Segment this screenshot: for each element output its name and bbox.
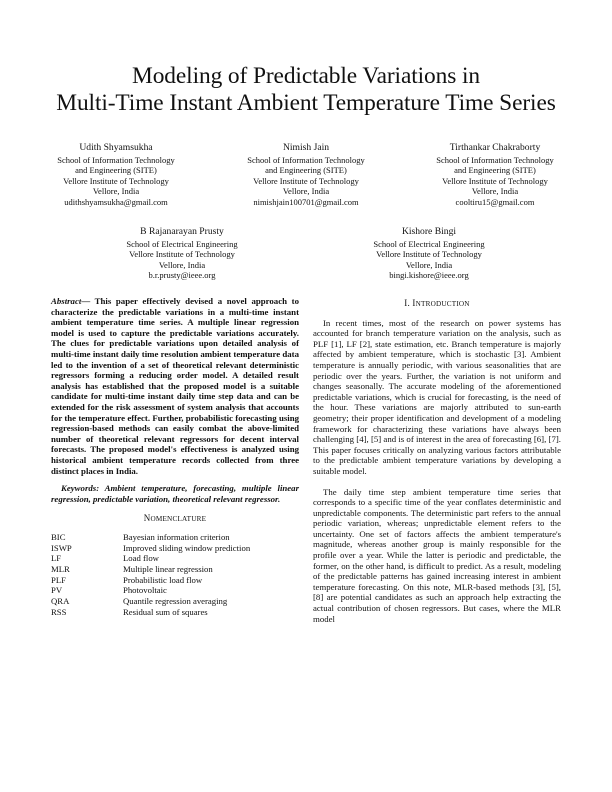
author-affiliation: Vellore, India [471, 186, 519, 197]
nomenclature-desc: Improved sliding window prediction [123, 542, 251, 553]
nomenclature-row: RSS Residual sum of squares [51, 607, 299, 618]
author-name: B Rajanarayan Prusty [140, 226, 224, 237]
author-name: Nimish Jain [282, 142, 330, 153]
author-affiliation: Vellore Institute of Technology [129, 249, 235, 260]
author-affiliation: School of Electrical Engineering [373, 238, 485, 249]
abstract-label: Abstract [51, 296, 82, 306]
nomenclature-desc: Multiple linear regression [123, 563, 213, 574]
keywords-label: Keywords: [61, 483, 100, 494]
nomenclature-desc: Photovoltaic [123, 585, 167, 596]
author-affiliation: Vellore, India [158, 259, 206, 270]
author-email: b.r.prusty@ieee.org [148, 270, 216, 281]
author-affiliation: and Engineering (SITE) [75, 165, 157, 176]
nomenclature-abbr: PLF [51, 574, 66, 585]
nomenclature-abbr: QRA [51, 596, 70, 607]
author-affiliation: School of Electrical Engineering [126, 238, 238, 249]
author-block-1: Udith Shyamsukha School of Information T… [41, 142, 191, 207]
nomenclature-row: MLR Multiple linear regression [51, 564, 299, 575]
nomenclature-desc: Quantile regression averaging [123, 596, 228, 607]
introduction-heading: I. INTRODUCTION [404, 298, 470, 308]
author-email: udithshyamsukha@gmail.com [64, 196, 168, 207]
nomenclature-table: BIC Bayesian information criterion ISWP Imp… [51, 532, 299, 618]
nomenclature-heading: NOMENCLATURE [143, 513, 207, 524]
nomenclature-abbr: BIC [51, 531, 66, 542]
nomenclature-abbr: ISWP [51, 542, 72, 553]
nomenclature-row: BIC Bayesian information criterion [51, 532, 299, 543]
nomenclature-abbr: RSS [51, 606, 67, 617]
nomenclature-abbr: MLR [51, 563, 70, 574]
abstract: Abstract— This paper effectively devised… [51, 296, 299, 476]
author-affiliation: Vellore Institute of Technology [253, 175, 359, 186]
author-affiliation: School of Information Technology [247, 154, 365, 165]
author-email: cooltiru15@gmail.com [455, 196, 535, 207]
intro-paragraph-2: The daily time step ambient temperature … [313, 486, 561, 624]
nomenclature-row: PV Photovoltaic [51, 585, 299, 596]
left-column: Abstract— This paper effectively devised… [51, 296, 299, 618]
nomenclature-row: QRA Quantile regression averaging [51, 596, 299, 607]
author-affiliation: School of Information Technology [436, 154, 554, 165]
author-affiliation: Vellore Institute of Technology [376, 249, 482, 260]
author-email: bingi.kishore@ieee.org [389, 270, 469, 281]
intro-paragraph-1: In recent times, most of the research on… [313, 317, 561, 476]
nomenclature-row: LF Load flow [51, 553, 299, 564]
right-column: I. INTRODUCTION In recent times, most of… [313, 296, 561, 624]
keywords-text: Ambient temperature, forecasting, multip… [51, 483, 300, 504]
author-affiliation: Vellore Institute of Technology [63, 175, 169, 186]
author-name: Udith Shyamsukha [79, 142, 153, 153]
title-line-1: Modeling of Predictable Variations in [132, 63, 480, 89]
nomenclature-row: ISWP Improved sliding window prediction [51, 543, 299, 554]
author-block-3: Tirthankar Chakraborty School of Informa… [420, 142, 570, 207]
author-block-4: B Rajanarayan Prusty School of Electrica… [98, 226, 266, 281]
paper-title: Modeling of Predictable Variations in Mu… [20, 63, 592, 117]
author-name: Tirthankar Chakraborty [449, 142, 541, 153]
nomenclature-desc: Probabilistic load flow [123, 574, 203, 585]
nomenclature-desc: Load flow [123, 553, 159, 564]
title-line-2: Multi-Time Instant Ambient Temperature T… [56, 90, 556, 116]
author-affiliation: and Engineering (SITE) [265, 165, 347, 176]
nomenclature-abbr: PV [51, 585, 63, 596]
nomenclature-abbr: LF [51, 553, 62, 564]
author-affiliation: Vellore, India [405, 259, 453, 270]
nomenclature-desc: Residual sum of squares [123, 606, 208, 617]
author-affiliation: School of Information Technology [57, 154, 175, 165]
author-block-5: Kishore Bingi School of Electrical Engin… [345, 226, 513, 281]
abstract-text: — This paper effectively devised a novel… [51, 296, 299, 476]
author-affiliation: Vellore, India [282, 186, 330, 197]
author-affiliation: Vellore Institute of Technology [442, 175, 548, 186]
author-email: nimishjain100701@gmail.com [253, 196, 359, 207]
nomenclature-row: PLF Probabilistic load flow [51, 575, 299, 586]
nomenclature-desc: Bayesian information criterion [123, 531, 230, 542]
author-affiliation: and Engineering (SITE) [454, 165, 536, 176]
author-name: Kishore Bingi [401, 226, 457, 237]
keywords: Keywords: Ambient temperature, forecasti… [51, 483, 299, 504]
author-block-2: Nimish Jain School of Information Techno… [231, 142, 381, 207]
author-affiliation: Vellore, India [92, 186, 140, 197]
